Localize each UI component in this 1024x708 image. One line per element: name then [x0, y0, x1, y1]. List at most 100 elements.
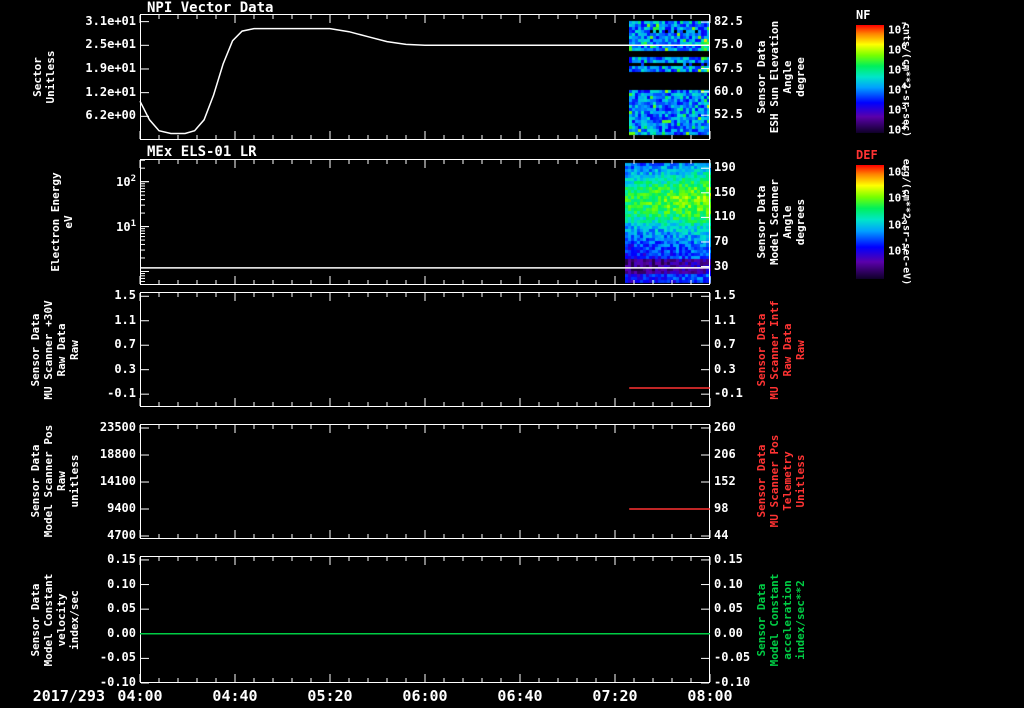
x-tick-label: 07:20 — [592, 687, 638, 705]
y-tick-label: 23500 — [99, 420, 136, 434]
tick-base: 10 — [888, 63, 902, 77]
y-tick-label: 0.05 — [714, 601, 743, 615]
colorbar-tick-label: 103 — [888, 190, 907, 205]
y-tick-label: 0.00 — [714, 626, 743, 640]
x-tick-label: 05:20 — [307, 687, 353, 705]
y-tick-label: 1.1 — [114, 313, 136, 327]
y-tick-label: -0.1 — [714, 386, 743, 400]
panel2-right-axis-title: Sensor Data Model Scanner Angle degrees — [755, 179, 807, 265]
tick-exponent: 2 — [901, 122, 907, 132]
y-tick-label: 70 — [714, 234, 729, 248]
panel-5-plot — [139, 556, 711, 684]
y-tick-label: 1.2e+01 — [85, 85, 136, 99]
tick-exponent: 1 — [901, 243, 907, 253]
y-tick-label: 2.5e+01 — [85, 37, 136, 51]
y-tick-label: -0.05 — [714, 650, 751, 664]
tick-base: 10 — [116, 175, 131, 189]
y-tick-label: 0.7 — [714, 337, 736, 351]
y-tick-label: 0.3 — [114, 362, 136, 376]
colorbar-tick-label: 102 — [888, 217, 907, 232]
axis-title-line: Model Constant — [768, 573, 781, 667]
spectrogram-npi — [629, 15, 710, 139]
y-tick-label: 44 — [714, 528, 729, 542]
panel-2-plot — [139, 159, 711, 285]
y-tick-label: 1.5 — [714, 288, 736, 302]
panel-1-plot — [139, 14, 711, 140]
panel3-right-axis-title: Sensor Data MU Scanner Intf Raw Data Raw — [755, 300, 807, 399]
date-label: 2017/293 — [32, 687, 105, 705]
panel1-left-axis-title: Sector Unitless — [31, 51, 57, 104]
axis-title-line: Sensor Data — [29, 313, 42, 387]
axis-title-line: Unitless — [794, 454, 807, 508]
axis-title-line: Sensor Data — [755, 313, 768, 387]
x-tick-label: 08:00 — [687, 687, 733, 705]
tick-base: 10 — [888, 165, 902, 179]
series-esh-sun-elevation-angle — [139, 27, 710, 135]
colorbar-nf-title: NF — [856, 8, 871, 22]
axis-title-line: Sector — [31, 57, 44, 97]
y-tick-label: 4700 — [107, 528, 136, 542]
panel-3-plot — [139, 292, 711, 407]
y-tick-label: 14100 — [99, 474, 136, 488]
y-tick-label: 0.15 — [714, 552, 743, 566]
x-tick-label: 06:40 — [497, 687, 543, 705]
y-tick-label: 52.5 — [714, 107, 743, 121]
axis-title-line: MU Scanner +30V — [42, 300, 55, 400]
axis-title-line: Model Constant — [42, 573, 55, 667]
panel2-title: MEx ELS-01 LR — [147, 144, 257, 160]
axis-title-line: Telemetry — [781, 451, 794, 511]
axis-title-line: ESH Sun Elevation — [768, 20, 781, 134]
tick-base: 10 — [116, 220, 131, 234]
panel-4-plot — [139, 424, 711, 539]
colorbar-def-gradient — [856, 165, 884, 279]
axis-title-line: Sensor Data — [755, 444, 768, 518]
y-tick-label: 6.2e+00 — [85, 108, 136, 122]
panel5-right-axis-title: Sensor Data Model Constant acceleration … — [755, 574, 807, 667]
tick-exponent: 6 — [901, 42, 907, 52]
y-tick-label: 67.5 — [714, 61, 743, 75]
axis-title-line: Raw Data — [781, 323, 794, 377]
axis-title-line: index/sec**2 — [794, 580, 807, 660]
colorbar-def-title: DEF — [856, 148, 878, 162]
y-tick-label: 0.10 — [107, 577, 136, 591]
colorbar-nf-unit: cnts/(cm**2-sr-sec) — [900, 22, 912, 138]
y-tick-label: 0.10 — [714, 577, 743, 591]
y-tick-label: 1.5 — [114, 288, 136, 302]
tick-base: 10 — [888, 218, 902, 232]
y-tick-label: 30 — [714, 259, 729, 273]
y-tick-label: 60.0 — [714, 84, 743, 98]
x-tick-label: 04:00 — [117, 687, 163, 705]
y-tick-label: -0.1 — [107, 386, 136, 400]
tick-base: 10 — [888, 123, 902, 137]
colorbar-tick-label: 102 — [888, 122, 907, 137]
y-tick-label: 190 — [714, 160, 736, 174]
colorbar-tick-label: 106 — [888, 42, 907, 57]
y-tick-label: 150 — [714, 185, 736, 199]
y-tick-label: 75.0 — [714, 37, 743, 51]
y-tick-label: 18800 — [99, 447, 136, 461]
tick-base: 10 — [888, 244, 902, 258]
tick-exponent: 4 — [901, 164, 907, 174]
axis-title-line: Sensor Data — [755, 40, 768, 114]
y-tick-label: 1.1 — [714, 313, 736, 327]
tick-exponent: 4 — [901, 82, 907, 92]
axis-title-line: Angle — [781, 60, 794, 94]
colorbar-nf-gradient — [856, 25, 884, 133]
y-tick-label: 0.00 — [107, 626, 136, 640]
colorbar-tick-label: 101 — [888, 243, 907, 258]
tick-base: 10 — [888, 43, 902, 57]
colorbar-tick-label: 103 — [888, 102, 907, 117]
y-tick-label: 102 — [56, 174, 136, 189]
axis-title-line: MU Scanner Pos — [768, 434, 781, 528]
tick-exponent: 3 — [901, 102, 907, 112]
tick-base: 10 — [888, 83, 902, 97]
y-tick-label: 260 — [714, 420, 736, 434]
axis-title-line: degree — [794, 57, 807, 97]
axis-title-line: Sensor Data — [755, 583, 768, 657]
y-tick-label: -0.10 — [99, 675, 136, 689]
colorbar-tick-label: 107 — [888, 22, 907, 37]
panel1-title: NPI Vector Data — [147, 0, 274, 16]
axis-title-line: acceleration — [781, 580, 794, 660]
tick-exponent: 1 — [130, 219, 136, 229]
axis-title-line: MU Scanner Intf — [768, 300, 781, 400]
